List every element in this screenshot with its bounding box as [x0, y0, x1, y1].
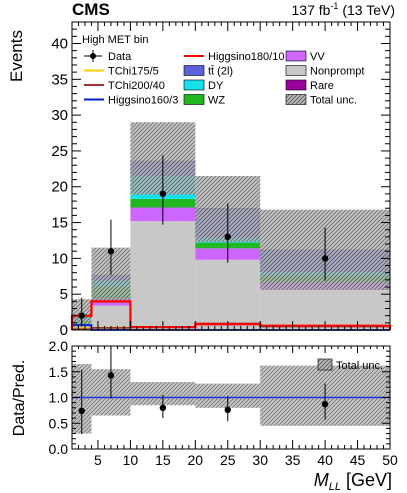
legend-wz-swatch: [183, 94, 205, 105]
bar-nonprompt-bin3: [130, 221, 196, 330]
legend-higgsino160-3-label: Higgsino160/3: [108, 95, 178, 107]
y-tick-label-15: 15: [51, 215, 68, 232]
x-tick-label-40: 40: [317, 452, 333, 468]
legend-nonprompt-swatch: [285, 65, 307, 76]
legend-tt-2l-swatch: [183, 65, 205, 76]
legend-rare-label: Rare: [310, 80, 334, 92]
x-axis-label: MLL [GeV]: [314, 470, 392, 493]
y-tick-label-20: 20: [51, 179, 68, 196]
data-point-2: [107, 248, 115, 255]
legend-tchi200-40-label: TChi200/40: [108, 80, 165, 92]
y-tick-label-25: 25: [51, 143, 68, 160]
legend-vv-label: VV: [310, 51, 325, 63]
legend-total-unc-swatch: [285, 94, 307, 105]
main-axes: 0 5 10 15 20 25 30 35 40: [51, 21, 391, 339]
legend-nonprompt-label: Nonprompt: [310, 66, 364, 78]
legend-tt-2l-label: tt̄ (2l): [208, 65, 233, 77]
legend-vv-swatch: [285, 50, 307, 62]
data-point-5: [321, 255, 329, 262]
legend-tchi175-5-label: TChi175/5: [108, 66, 159, 78]
main-frame: [71, 21, 391, 331]
ratio-legend: Total unc.: [317, 358, 383, 372]
y-axis-label: Events: [7, 30, 26, 82]
data-point-1: [78, 312, 85, 319]
ratio-axes: 0.0 0.5 1.0 1.5 2.0 5 10 15 20 25 30 35 40 45 50: [49, 338, 398, 468]
ratio-y-tick-label-0.5: 0.5: [49, 415, 69, 431]
legend-wz-label: WZ: [208, 95, 225, 107]
data-point-3: [159, 190, 167, 198]
x-tick-label-20: 20: [188, 452, 204, 468]
y-tick-label-40: 40: [51, 35, 68, 52]
selection-annotation: High MET bin: [82, 34, 148, 46]
y-tick-label-0: 0: [60, 322, 68, 339]
ratio-y-tick-label-1.5: 1.5: [49, 364, 69, 380]
legend-data-label: Data: [108, 51, 132, 63]
x-tick-label-35: 35: [285, 452, 301, 468]
x-tick-label-25: 25: [220, 452, 236, 468]
ratio-data-points: [78, 347, 329, 435]
ratio-unc-bin3: [130, 382, 196, 406]
x-tick-label-5: 5: [94, 452, 102, 468]
legend-dy-swatch: [183, 79, 205, 91]
y-tick-label-5: 5: [60, 286, 68, 303]
legend-higgsino180-10-label: Higgsino180/10: [208, 51, 284, 63]
legend-rare-swatch: [285, 79, 307, 91]
ratio-panel: 0.0 0.5 1.0 1.5 2.0 5 10 15 20 25 30 35 40 45 50 Total…: [11, 338, 398, 493]
ratio-y-tick-label-1.0: 1.0: [49, 390, 69, 406]
bar-nonprompt-bin4: [195, 259, 261, 330]
ratio-point-1: [78, 407, 85, 415]
y-tick-label-30: 30: [51, 107, 68, 124]
ratio-point-4: [224, 406, 231, 414]
x-tick-label-50: 50: [382, 452, 398, 468]
ratio-y-tick-label-2.0: 2.0: [49, 338, 69, 354]
luminosity-label: 137 fb-1 (13 TeV): [292, 1, 396, 18]
ratio-legend-swatch: [317, 358, 333, 371]
y-tick-label-10: 10: [51, 250, 68, 267]
legend-total-unc-label: Total unc.: [310, 95, 357, 107]
ratio-point-2: [107, 372, 115, 379]
ratio-y-tick-label-0.0: 0.0: [49, 441, 69, 457]
x-tick-label-45: 45: [350, 452, 366, 468]
x-tick-label-30: 30: [252, 452, 268, 468]
x-tick-label-15: 15: [155, 452, 171, 468]
ratio-legend-label: Total unc.: [336, 360, 383, 372]
legend-data-marker: [90, 53, 96, 59]
ratio-y-axis-label: Data/Pred.: [11, 360, 28, 436]
data-point-4: [224, 233, 231, 241]
ratio-point-3: [159, 404, 167, 411]
legend: Data TChi175/5 TChi200/40 Higgsino160/3 Higg…: [84, 50, 364, 107]
main-panel: 0 5 10 15 20 25 30 35 40 High MET bin Data TChi17…: [7, 21, 392, 339]
ratio-point-5: [321, 400, 329, 408]
legend-dy-label: DY: [208, 80, 224, 92]
experiment-label: CMS: [72, 0, 110, 19]
data-points: [78, 155, 329, 326]
ratio-uncertainty-band: [72, 364, 390, 434]
y-tick-label-35: 35: [51, 71, 68, 88]
x-tick-label-10: 10: [123, 452, 139, 468]
